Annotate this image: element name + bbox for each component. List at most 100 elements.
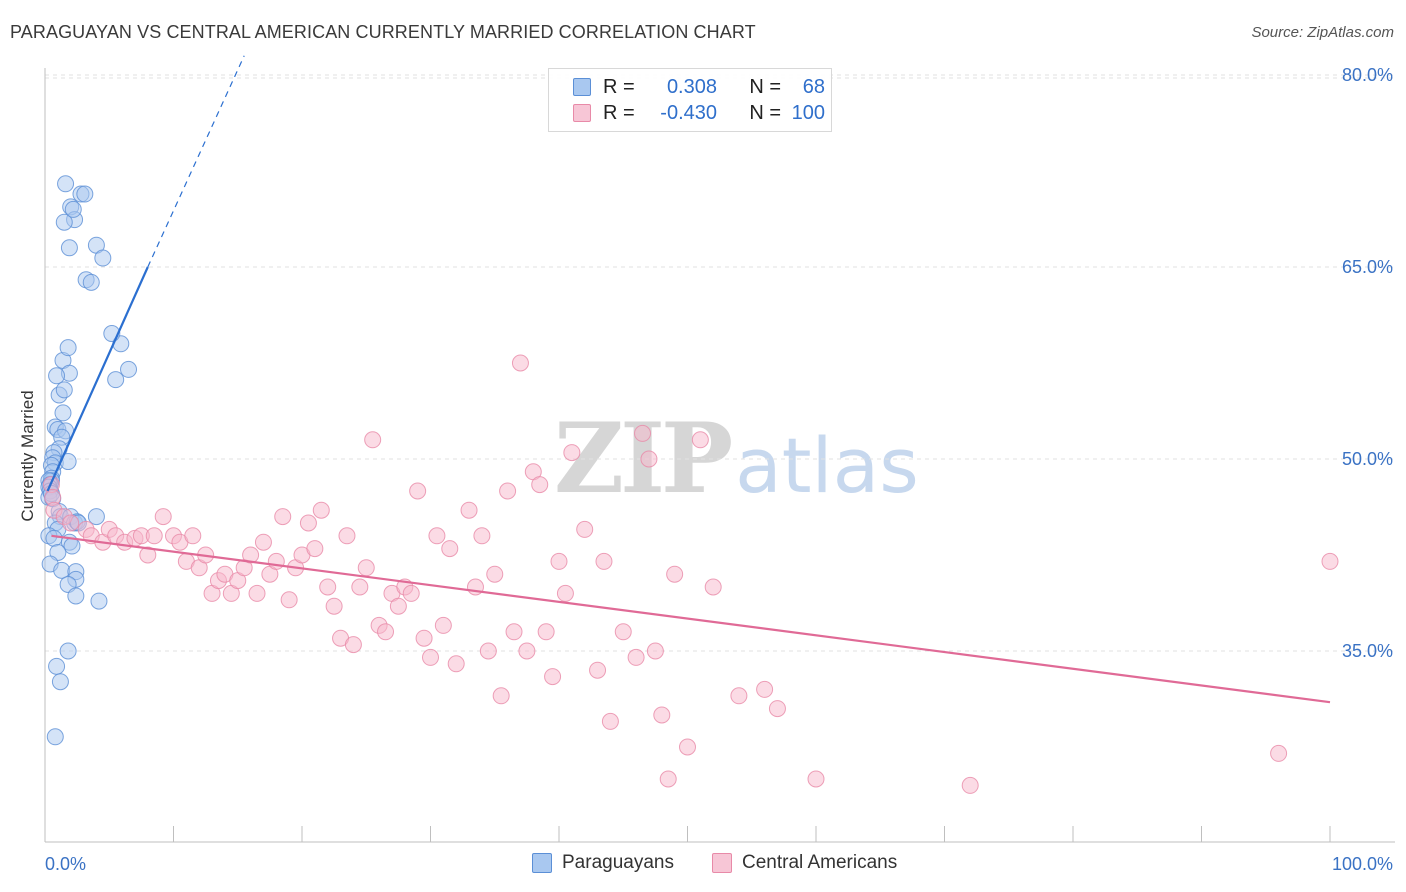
y-tick-label: 50.0%: [1342, 449, 1393, 469]
legend-r-label: R =: [603, 101, 635, 124]
point-paraguayans: [48, 367, 66, 385]
point-central-americans: [434, 616, 452, 634]
point-central-americans: [505, 623, 523, 641]
point-central-americans: [62, 514, 80, 532]
point-central-americans: [364, 431, 382, 449]
legend-r-label: R =: [603, 75, 635, 98]
point-central-americans: [274, 508, 292, 526]
point-central-americans: [145, 527, 163, 545]
point-paraguayans: [87, 508, 105, 526]
point-paraguayans: [51, 673, 69, 691]
point-central-americans: [756, 680, 774, 698]
point-central-americans: [389, 597, 407, 615]
axes: [44, 68, 1395, 843]
legend-label-paraguayans: Paraguayans: [562, 852, 674, 873]
point-central-americans: [338, 527, 356, 545]
point-central-americans: [492, 687, 510, 705]
point-central-americans: [486, 565, 504, 583]
point-central-americans: [344, 636, 362, 654]
x-tick-label: 100.0%: [1332, 854, 1393, 874]
point-central-americans: [1270, 744, 1288, 762]
point-paraguayans: [54, 404, 72, 422]
point-central-americans: [351, 578, 369, 596]
point-central-americans: [550, 552, 568, 570]
stats-legend: R = 0.308 N = 68 R = -0.430 N = 100: [548, 68, 832, 132]
point-central-americans: [640, 450, 658, 468]
point-central-americans: [479, 642, 497, 660]
point-paraguayans: [59, 642, 77, 660]
point-paraguayans: [55, 213, 73, 231]
point-central-americans: [589, 661, 607, 679]
point-central-americans: [447, 655, 465, 673]
point-paraguayans: [53, 561, 71, 579]
point-central-americans: [807, 770, 825, 788]
chart-title: PARAGUAYAN VS CENTRAL AMERICAN CURRENTLY…: [10, 22, 756, 42]
point-central-americans: [154, 508, 172, 526]
point-paraguayans: [45, 529, 63, 547]
point-paraguayans: [59, 339, 77, 357]
y-tick-label: 35.0%: [1342, 641, 1393, 661]
legend-n-label: N =: [749, 75, 781, 98]
point-central-americans: [441, 540, 459, 558]
point-central-americans: [306, 540, 324, 558]
point-paraguayans: [55, 381, 73, 399]
point-central-americans: [537, 623, 555, 641]
point-central-americans: [1321, 552, 1339, 570]
watermark-atlas: atlas: [735, 421, 919, 510]
point-central-americans: [319, 578, 337, 596]
point-central-americans: [595, 552, 613, 570]
point-central-americans: [730, 687, 748, 705]
point-central-americans: [499, 482, 517, 500]
point-paraguayans: [82, 273, 100, 291]
point-central-americans: [415, 629, 433, 647]
point-central-americans: [544, 668, 562, 686]
point-paraguayans: [63, 537, 81, 555]
point-paraguayans: [94, 249, 112, 267]
legend-swatch-central-americans: [712, 853, 732, 873]
point-central-americans: [563, 444, 581, 462]
point-central-americans: [325, 597, 343, 615]
point-central-americans: [679, 738, 696, 756]
point-central-americans: [704, 578, 722, 596]
point-central-americans: [184, 527, 202, 545]
point-central-americans: [511, 354, 529, 372]
legend-swatch-paraguayans: [532, 853, 552, 873]
source-label: Source: ZipAtlas.com: [1251, 24, 1394, 41]
point-central-americans: [614, 623, 632, 641]
point-central-americans: [357, 559, 375, 577]
legend-n-value: 68: [802, 75, 825, 98]
point-paraguayans: [67, 587, 85, 605]
point-central-americans: [659, 770, 677, 788]
point-central-americans: [460, 501, 478, 519]
legend-item-paraguayans[interactable]: Paraguayans: [532, 852, 674, 874]
point-central-americans: [242, 546, 260, 564]
legend-row-central-americans: R = -0.430 N = 100: [573, 101, 825, 125]
trendline-paraguayans-extension: [147, 55, 245, 268]
point-central-americans: [576, 520, 594, 538]
tick-labels: 35.0% 50.0% 65.0% 80.0% 0.0% 100.0%: [45, 65, 1393, 874]
legend-item-central-americans[interactable]: Central Americans: [712, 852, 897, 874]
point-central-americans: [666, 565, 684, 583]
legend-swatch-paraguayans: [573, 78, 591, 96]
point-paraguayans: [48, 657, 66, 675]
point-central-americans: [556, 584, 574, 602]
point-central-americans: [518, 642, 536, 660]
y-tick-label: 65.0%: [1342, 257, 1393, 277]
point-central-americans: [267, 552, 285, 570]
legend-r-value: 0.308: [666, 75, 717, 98]
point-central-americans: [653, 706, 671, 724]
point-paraguayans: [60, 239, 78, 257]
point-paraguayans: [57, 175, 75, 193]
point-central-americans: [691, 431, 709, 449]
point-central-americans: [428, 527, 446, 545]
legend-label-central-americans: Central Americans: [742, 852, 898, 873]
point-paraguayans: [64, 200, 82, 218]
point-central-americans: [254, 533, 272, 551]
point-central-americans: [601, 712, 619, 730]
point-central-americans: [402, 584, 420, 602]
legend-swatch-central-americans: [573, 104, 591, 122]
point-central-americans: [646, 642, 664, 660]
point-paraguayans: [76, 185, 94, 203]
point-central-americans: [473, 527, 491, 545]
